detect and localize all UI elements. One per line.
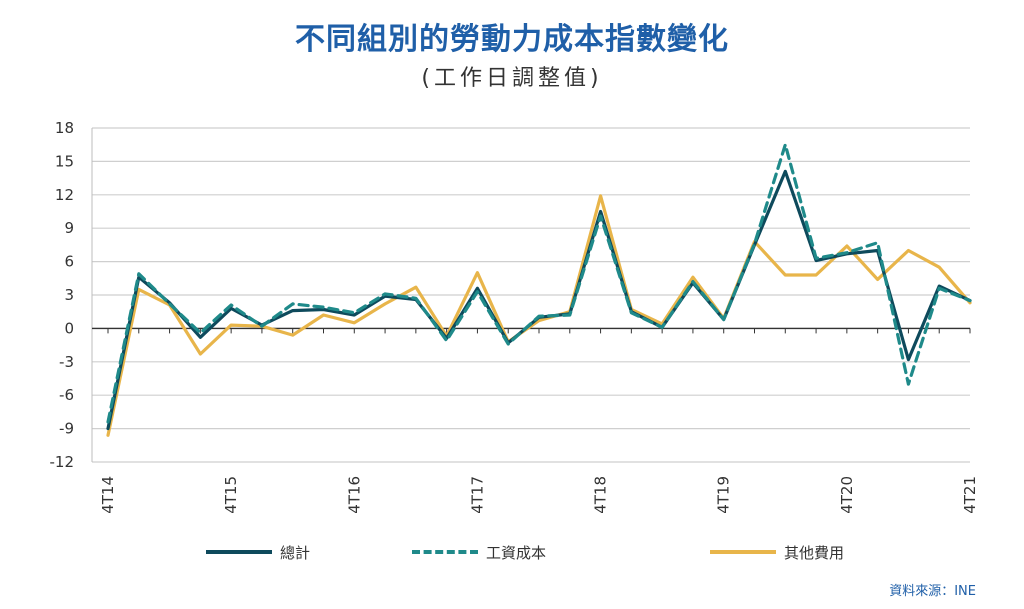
legend-item-total: 總計 bbox=[206, 540, 310, 564]
legend-swatch-total bbox=[206, 550, 272, 554]
legend-label-total: 總計 bbox=[280, 543, 311, 562]
y-tick-label: 0 bbox=[64, 319, 74, 337]
x-tick-label: 4T18 bbox=[592, 476, 610, 514]
x-tick-label: 4T19 bbox=[715, 476, 733, 514]
x-tick-label: 4T21 bbox=[961, 476, 979, 514]
y-tick-label: -12 bbox=[50, 453, 75, 471]
legend-label-other-costs: 其他費用 bbox=[784, 543, 845, 562]
y-tick-label: 18 bbox=[55, 119, 74, 137]
series-line-1 bbox=[106, 143, 972, 424]
x-tick-label: 4T15 bbox=[222, 476, 240, 514]
x-tick-labels: 4T14 4T15 4T16 4T17 4T18 4T19 4T20 4T21 bbox=[99, 476, 979, 514]
legend: 總計 工資成本 其他費用 bbox=[0, 540, 1024, 564]
x-tick-label: 4T20 bbox=[838, 476, 856, 514]
y-tick-label: -6 bbox=[59, 386, 74, 404]
legend-swatch-wage-cost bbox=[412, 550, 478, 554]
series-line-2 bbox=[106, 194, 972, 437]
chart-title: 不同組別的勞動力成本指數變化 bbox=[295, 22, 729, 57]
axes bbox=[91, 128, 971, 462]
chart-subtitle: (工作日調整值) bbox=[421, 66, 603, 91]
series-line-0 bbox=[106, 169, 972, 431]
y-tick-label: 15 bbox=[55, 152, 74, 170]
x-tick-label: 4T17 bbox=[468, 476, 486, 514]
x-tick-label: 4T14 bbox=[99, 476, 117, 514]
y-tick-label: -9 bbox=[59, 420, 74, 438]
legend-swatch-other-costs bbox=[710, 550, 776, 554]
y-tick-label: 6 bbox=[64, 253, 74, 271]
y-tick-label: 12 bbox=[55, 186, 74, 204]
legend-item-wage-cost: 工資成本 bbox=[412, 540, 546, 564]
series-lines bbox=[106, 143, 972, 437]
legend-label-wage-cost: 工資成本 bbox=[486, 543, 547, 562]
grid-lines bbox=[92, 127, 970, 463]
source-note: 資料來源：INE bbox=[889, 584, 976, 599]
y-tick-label: -3 bbox=[59, 353, 74, 371]
legend-item-other-costs: 其他費用 bbox=[710, 540, 844, 564]
y-tick-label: 9 bbox=[64, 219, 74, 237]
y-tick-label: 3 bbox=[64, 286, 74, 304]
x-tick-label: 4T16 bbox=[345, 476, 363, 514]
y-tick-labels: 18 15 12 9 6 3 0 -3 -6 -9 -12 bbox=[50, 119, 75, 471]
